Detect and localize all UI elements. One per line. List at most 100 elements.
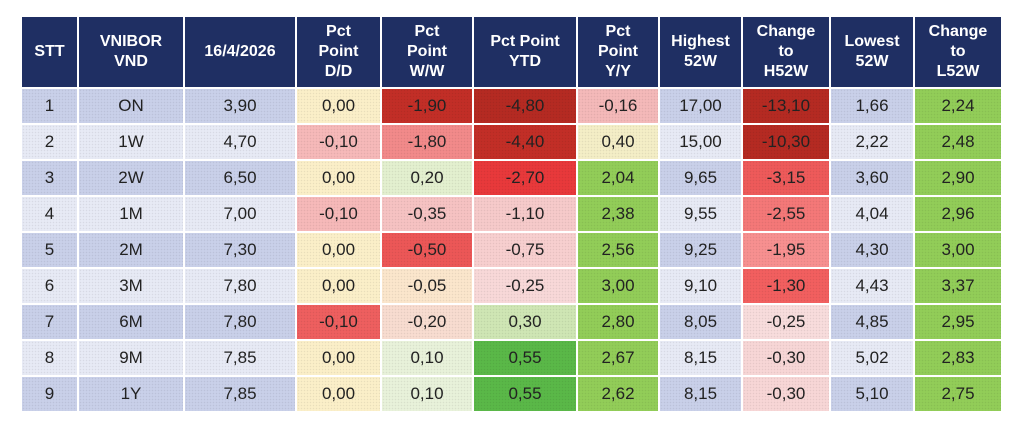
cell-col-pct-dd: -0,10: [295, 123, 382, 161]
cell-col-change-l52w: 2,96: [913, 195, 1003, 233]
cell-col-pct-ytd: -2,70: [472, 159, 578, 197]
cell-col-pct-yy: 0,40: [576, 123, 660, 161]
cell-col-change-l52w: 3,37: [913, 267, 1003, 305]
cell-col-lowest-52w: 2,22: [829, 123, 915, 161]
cell-col-rate-date: 7,00: [183, 195, 297, 233]
cell-col-change-h52w: -2,55: [741, 195, 831, 233]
cell-col-change-h52w: -1,30: [741, 267, 831, 305]
cell-col-rate-date: 6,50: [183, 159, 297, 197]
cell-col-pct-dd: 0,00: [295, 375, 382, 413]
table-row: 5 2M 7,30 0,00 -0,50 -0,75 2,56 9,25 -1,95 4,30 3,…: [20, 231, 1003, 269]
cell-col-highest-52w: 8,15: [658, 375, 743, 413]
header-col-pct-ww: Pct Point W/W: [380, 15, 474, 89]
cell-col-tenor: 1Y: [77, 375, 185, 413]
cell-col-pct-yy: 2,38: [576, 195, 660, 233]
cell-col-tenor: 6M: [77, 303, 185, 341]
cell-col-change-l52w: 2,90: [913, 159, 1003, 197]
cell-col-highest-52w: 8,05: [658, 303, 743, 341]
cell-col-pct-ww: -1,90: [380, 87, 474, 125]
table-header: STT VNIBOR VND 16/4/2026 Pct Point D/D Pct Point…: [20, 15, 1003, 89]
cell-col-change-l52w: 2,24: [913, 87, 1003, 125]
cell-col-change-h52w: -0,25: [741, 303, 831, 341]
cell-col-pct-dd: 0,00: [295, 87, 382, 125]
header-col-stt: STT: [20, 15, 79, 89]
cell-col-change-h52w: -0,30: [741, 339, 831, 377]
cell-col-pct-ytd: -4,40: [472, 123, 578, 161]
cell-col-tenor: ON: [77, 87, 185, 125]
header-col-pct-yy: Pct Point Y/Y: [576, 15, 660, 89]
cell-col-pct-ww: -0,50: [380, 231, 474, 269]
cell-col-pct-ytd: 0,55: [472, 375, 578, 413]
cell-col-stt: 6: [20, 267, 79, 305]
table-row: 6 3M 7,80 0,00 -0,05 -0,25 3,00 9,10 -1,30 4,43 3,…: [20, 267, 1003, 305]
header-col-tenor: VNIBOR VND: [77, 15, 185, 89]
cell-col-lowest-52w: 1,66: [829, 87, 915, 125]
cell-col-pct-yy: 2,62: [576, 375, 660, 413]
cell-col-tenor: 1W: [77, 123, 185, 161]
cell-col-pct-ytd: -0,75: [472, 231, 578, 269]
header-col-pct-dd: Pct Point D/D: [295, 15, 382, 89]
cell-col-rate-date: 3,90: [183, 87, 297, 125]
cell-col-change-l52w: 2,95: [913, 303, 1003, 341]
cell-col-pct-yy: 2,80: [576, 303, 660, 341]
cell-col-highest-52w: 9,25: [658, 231, 743, 269]
cell-col-pct-dd: -0,10: [295, 303, 382, 341]
cell-col-pct-ww: -1,80: [380, 123, 474, 161]
table-row: 2 1W 4,70 -0,10 -1,80 -4,40 0,40 15,00 -10,30 2,2…: [20, 123, 1003, 161]
cell-col-pct-ytd: -1,10: [472, 195, 578, 233]
cell-col-pct-dd: 0,00: [295, 231, 382, 269]
cell-col-pct-ww: -0,20: [380, 303, 474, 341]
cell-col-change-l52w: 2,75: [913, 375, 1003, 413]
table-row: 3 2W 6,50 0,00 0,20 -2,70 2,04 9,65 -3,15 3,60 2,9…: [20, 159, 1003, 197]
cell-col-change-h52w: -13,10: [741, 87, 831, 125]
cell-col-rate-date: 7,30: [183, 231, 297, 269]
cell-col-rate-date: 7,80: [183, 303, 297, 341]
table-row: 4 1M 7,00 -0,10 -0,35 -1,10 2,38 9,55 -2,55 4,04 2…: [20, 195, 1003, 233]
table-row: 7 6M 7,80 -0,10 -0,20 0,30 2,80 8,05 -0,25 4,85 2,…: [20, 303, 1003, 341]
cell-col-tenor: 9M: [77, 339, 185, 377]
cell-col-pct-yy: 2,67: [576, 339, 660, 377]
cell-col-lowest-52w: 5,02: [829, 339, 915, 377]
cell-col-pct-yy: 2,04: [576, 159, 660, 197]
cell-col-pct-ytd: -0,25: [472, 267, 578, 305]
cell-col-pct-yy: 2,56: [576, 231, 660, 269]
cell-col-tenor: 2W: [77, 159, 185, 197]
cell-col-change-l52w: 2,48: [913, 123, 1003, 161]
cell-col-pct-dd: 0,00: [295, 339, 382, 377]
cell-col-pct-ww: 0,10: [380, 375, 474, 413]
cell-col-stt: 3: [20, 159, 79, 197]
vnibor-table: STT VNIBOR VND 16/4/2026 Pct Point D/D Pct Point…: [20, 15, 1003, 413]
cell-col-pct-dd: 0,00: [295, 159, 382, 197]
header-col-change-l52w: Change to L52W: [913, 15, 1003, 89]
header-row: STT VNIBOR VND 16/4/2026 Pct Point D/D Pct Point…: [20, 15, 1003, 89]
cell-col-rate-date: 4,70: [183, 123, 297, 161]
header-col-pct-ytd: Pct Point YTD: [472, 15, 578, 89]
cell-col-tenor: 3M: [77, 267, 185, 305]
cell-col-change-l52w: 3,00: [913, 231, 1003, 269]
cell-col-pct-yy: 3,00: [576, 267, 660, 305]
cell-col-stt: 9: [20, 375, 79, 413]
cell-col-lowest-52w: 3,60: [829, 159, 915, 197]
cell-col-pct-dd: 0,00: [295, 267, 382, 305]
table-row: 1 ON 3,90 0,00 -1,90 -4,80 -0,16 17,00 -13,10 1,6…: [20, 87, 1003, 125]
cell-col-pct-ytd: 0,55: [472, 339, 578, 377]
header-col-lowest-52w: Lowest 52W: [829, 15, 915, 89]
cell-col-change-h52w: -10,30: [741, 123, 831, 161]
cell-col-rate-date: 7,85: [183, 375, 297, 413]
table-row: 9 1Y 7,85 0,00 0,10 0,55 2,62 8,15 -0,30 5,10 2,75: [20, 375, 1003, 413]
cell-col-lowest-52w: 5,10: [829, 375, 915, 413]
header-col-rate-date: 16/4/2026: [183, 15, 297, 89]
cell-col-pct-ww: 0,20: [380, 159, 474, 197]
cell-col-pct-ytd: 0,30: [472, 303, 578, 341]
cell-col-highest-52w: 9,65: [658, 159, 743, 197]
cell-col-pct-ww: -0,35: [380, 195, 474, 233]
cell-col-stt: 1: [20, 87, 79, 125]
cell-col-stt: 5: [20, 231, 79, 269]
cell-col-lowest-52w: 4,30: [829, 231, 915, 269]
cell-col-pct-ww: -0,05: [380, 267, 474, 305]
cell-col-highest-52w: 8,15: [658, 339, 743, 377]
cell-col-pct-dd: -0,10: [295, 195, 382, 233]
cell-col-highest-52w: 17,00: [658, 87, 743, 125]
cell-col-pct-ytd: -4,80: [472, 87, 578, 125]
table-body: 1 ON 3,90 0,00 -1,90 -4,80 -0,16 17,00 -13,10 1,6…: [20, 87, 1003, 413]
